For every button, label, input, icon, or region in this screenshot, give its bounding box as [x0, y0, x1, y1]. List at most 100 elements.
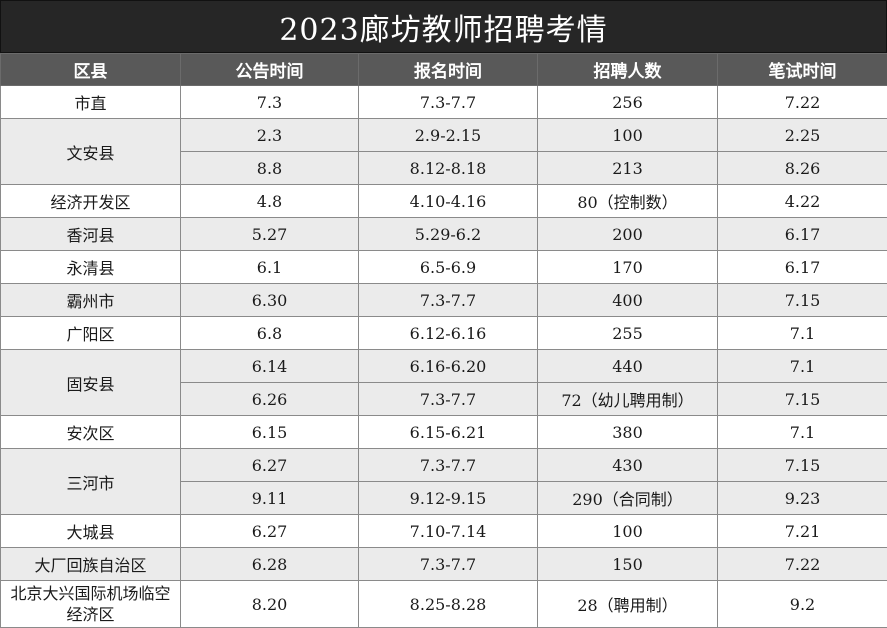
hires-cell: 400: [537, 283, 718, 317]
district-cell: 固安县: [0, 349, 181, 416]
exam-cell: 6.17: [717, 217, 887, 251]
exam-cell: 7.15: [717, 382, 887, 416]
header-announce-date: 公告时间: [180, 53, 359, 86]
hires-cell: 200: [537, 217, 718, 251]
announce-cell: 6.30: [180, 283, 359, 317]
hires-cell: 256: [537, 85, 718, 119]
district-cell: 文安县: [0, 118, 181, 185]
hires-cell: 100: [537, 514, 718, 548]
register-cell: 7.3-7.7: [358, 85, 538, 119]
register-cell: 2.9-2.15: [358, 118, 538, 152]
header-district: 区县: [0, 53, 181, 86]
exam-cell: 7.22: [717, 85, 887, 119]
exam-cell: 7.21: [717, 514, 887, 548]
table-row: 大城县 6.27 7.10-7.14 100 7.21: [0, 514, 887, 548]
hires-cell: 440: [537, 349, 718, 383]
exam-cell: 7.1: [717, 415, 887, 449]
district-cell: 大厂回族自治区: [0, 547, 181, 581]
table-row: 北京大兴国际机场临空经济区 8.20 8.25-8.28 28（聘用制） 9.2: [0, 580, 887, 628]
district-cell: 市直: [0, 85, 181, 119]
sheet-title: 2023廊坊教师招聘考情: [279, 12, 608, 48]
announce-cell: 6.27: [180, 514, 359, 548]
hires-cell: 80（控制数）: [537, 184, 718, 218]
hires-cell: 28（聘用制）: [537, 580, 718, 628]
title-bar: 2023廊坊教师招聘考情: [0, 0, 887, 53]
district-cell: 大城县: [0, 514, 181, 548]
district-cell: 三河市: [0, 448, 181, 515]
register-cell: 7.10-7.14: [358, 514, 538, 548]
announce-cell: 5.27: [180, 217, 359, 251]
announce-cell: 6.8: [180, 316, 359, 350]
district-cell: 安次区: [0, 415, 181, 449]
district-cell: 广阳区: [0, 316, 181, 350]
hires-cell: 380: [537, 415, 718, 449]
exam-cell: 6.17: [717, 250, 887, 284]
hires-cell: 72（幼儿聘用制）: [537, 382, 718, 416]
announce-cell: 6.28: [180, 547, 359, 581]
exam-cell: 2.25: [717, 118, 887, 152]
register-cell: 6.15-6.21: [358, 415, 538, 449]
header-exam-date: 笔试时间: [717, 53, 887, 86]
hires-cell: 150: [537, 547, 718, 581]
hires-cell: 255: [537, 316, 718, 350]
district-cell: 北京大兴国际机场临空经济区: [0, 580, 181, 628]
announce-cell: 2.3: [180, 118, 359, 152]
announce-cell: 6.27: [180, 448, 359, 482]
exam-cell: 7.1: [717, 349, 887, 383]
exam-cell: 7.22: [717, 547, 887, 581]
announce-cell: 6.15: [180, 415, 359, 449]
register-cell: 7.3-7.7: [358, 382, 538, 416]
announce-cell: 9.11: [180, 481, 359, 515]
register-cell: 6.16-6.20: [358, 349, 538, 383]
table-row: 文安县 2.3 2.9-2.15 100 2.25: [0, 118, 887, 185]
district-cell: 经济开发区: [0, 184, 181, 218]
table-row: 9.11 9.12-9.15 290（合同制） 9.23: [1, 481, 887, 515]
table-row: 经济开发区 4.8 4.10-4.16 80（控制数） 4.22: [0, 184, 887, 218]
table-row: 香河县 5.27 5.29-6.2 200 6.17: [0, 217, 887, 251]
hires-cell: 290（合同制）: [537, 481, 718, 515]
district-cell: 香河县: [0, 217, 181, 251]
announce-cell: 6.26: [180, 382, 359, 416]
table-row: 广阳区 6.8 6.12-6.16 255 7.1: [0, 316, 887, 350]
header-register-date: 报名时间: [358, 53, 538, 86]
recruitment-table: 区县 公告时间 报名时间 招聘人数 笔试时间 市直 7.3 7.3-7.7 25…: [0, 53, 887, 628]
register-cell: 7.3-7.7: [358, 448, 538, 482]
register-cell: 5.29-6.2: [358, 217, 538, 251]
hires-cell: 430: [537, 448, 718, 482]
hires-cell: 100: [537, 118, 718, 152]
register-cell: 9.12-9.15: [358, 481, 538, 515]
announce-cell: 7.3: [180, 85, 359, 119]
exam-cell: 7.1: [717, 316, 887, 350]
table-row: 三河市 6.27 7.3-7.7 430 7.15: [0, 448, 887, 515]
exam-cell: 9.23: [717, 481, 887, 515]
hires-cell: 213: [537, 151, 718, 185]
announce-cell: 6.14: [180, 349, 359, 383]
announce-cell: 6.1: [180, 250, 359, 284]
header-row: 区县 公告时间 报名时间 招聘人数 笔试时间: [0, 53, 887, 86]
table-row: 霸州市 6.30 7.3-7.7 400 7.15: [0, 283, 887, 317]
district-cell: 霸州市: [0, 283, 181, 317]
table-row: 安次区 6.15 6.15-6.21 380 7.1: [0, 415, 887, 449]
exam-cell: 7.15: [717, 448, 887, 482]
register-cell: 7.3-7.7: [358, 547, 538, 581]
register-cell: 6.5-6.9: [358, 250, 538, 284]
register-cell: 7.3-7.7: [358, 283, 538, 317]
exam-cell: 7.15: [717, 283, 887, 317]
table-row: 固安县 6.14 6.16-6.20 440 7.1: [0, 349, 887, 416]
table-row: 永清县 6.1 6.5-6.9 170 6.17: [0, 250, 887, 284]
register-cell: 8.25-8.28: [358, 580, 538, 628]
header-hires: 招聘人数: [537, 53, 718, 86]
exam-cell: 9.2: [717, 580, 887, 628]
district-cell: 永清县: [0, 250, 181, 284]
table-row: 大厂回族自治区 6.28 7.3-7.7 150 7.22: [0, 547, 887, 581]
hires-cell: 170: [537, 250, 718, 284]
announce-cell: 4.8: [180, 184, 359, 218]
announce-cell: 8.20: [180, 580, 359, 628]
register-cell: 6.12-6.16: [358, 316, 538, 350]
register-cell: 8.12-8.18: [358, 151, 538, 185]
announce-cell: 8.8: [180, 151, 359, 185]
register-cell: 4.10-4.16: [358, 184, 538, 218]
table-row: 6.26 7.3-7.7 72（幼儿聘用制） 7.15: [1, 382, 887, 416]
exam-cell: 4.22: [717, 184, 887, 218]
